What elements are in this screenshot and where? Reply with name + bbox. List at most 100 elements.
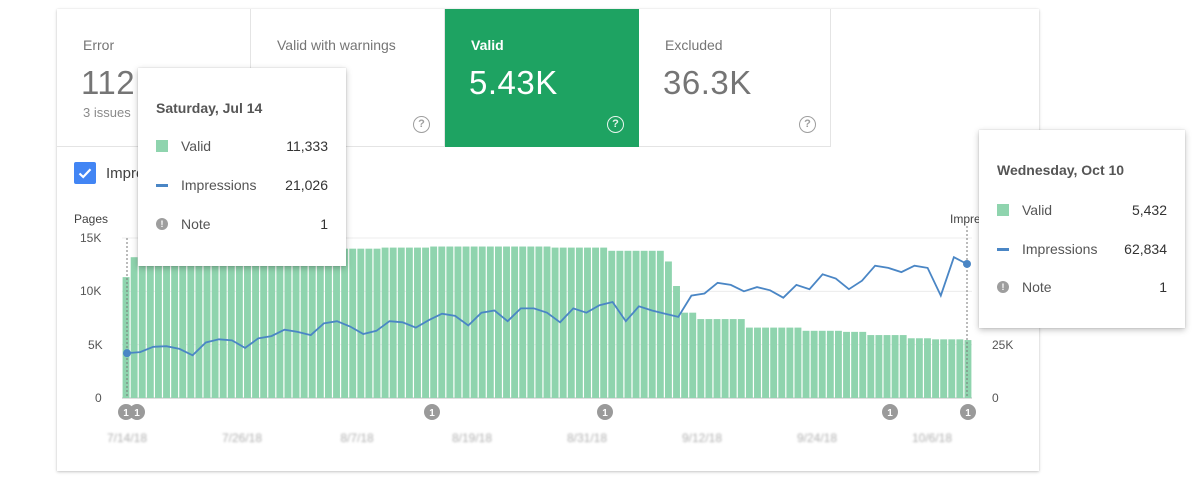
valid-bar: [486, 246, 494, 398]
valid-bar: [608, 250, 616, 398]
stat-value: 5.43K: [469, 64, 558, 101]
valid-bar: [843, 331, 850, 398]
y-tick: 10K: [80, 284, 102, 298]
impressions-swatch-icon: [156, 183, 168, 187]
valid-bar: [592, 247, 600, 398]
valid-bar: [235, 251, 243, 398]
help-icon[interactable]: ?: [799, 116, 816, 133]
note-marker-circle: [882, 404, 898, 420]
note-marker-label: 1: [134, 408, 140, 419]
valid-bar: [276, 250, 284, 398]
valid-bar: [211, 252, 219, 398]
valid-bar: [632, 250, 640, 398]
valid-bar: [527, 246, 535, 398]
valid-bar: [737, 319, 745, 398]
valid-bar: [324, 249, 332, 398]
tooltip-value: 62,834: [1124, 241, 1167, 257]
tooltip-label: Note: [1022, 279, 1052, 295]
valid-bar: [802, 330, 810, 398]
note-marker-label: 1: [429, 408, 435, 419]
valid-bar: [721, 319, 729, 398]
tooltip-oct-10: Wednesday, Oct 10 Valid 5,432 Impression…: [979, 130, 1185, 328]
valid-bar: [260, 251, 268, 398]
valid-bar: [470, 246, 478, 398]
valid-bar: [195, 254, 203, 398]
valid-bar: [818, 330, 826, 398]
valid-bar: [616, 250, 624, 398]
valid-bar: [891, 335, 899, 398]
valid-swatch-icon: [997, 204, 1009, 216]
note-marker-circle: [424, 404, 440, 420]
tooltip-label: Note: [181, 216, 211, 232]
valid-bar: [851, 331, 859, 398]
valid-bar: [624, 250, 632, 398]
valid-bar: [907, 338, 915, 398]
valid-bar: [664, 261, 672, 398]
valid-bar: [826, 330, 834, 398]
valid-bar: [794, 327, 802, 398]
note-marker-circle: [118, 404, 134, 420]
valid-bar: [535, 246, 543, 398]
valid-bar: [778, 327, 786, 398]
stat-label: Excluded: [665, 37, 723, 53]
y-tick: 15K: [80, 231, 102, 245]
valid-bar: [948, 339, 956, 398]
valid-bar: [414, 247, 421, 398]
valid-bar: [333, 249, 340, 398]
valid-bar: [405, 247, 413, 398]
valid-bar: [430, 246, 438, 398]
valid-bar: [462, 246, 470, 398]
tooltip-label: Valid: [181, 138, 212, 154]
valid-bar: [745, 327, 753, 398]
valid-bar: [867, 335, 875, 398]
tooltip-row-impressions: Impressions 21,026: [156, 175, 328, 195]
help-icon[interactable]: ?: [607, 116, 624, 133]
valid-bar: [438, 246, 446, 398]
tooltip-row-valid: Valid 5,432: [997, 200, 1167, 220]
valid-bar: [122, 277, 130, 398]
help-icon[interactable]: ?: [413, 116, 430, 133]
impressions-series-line: [126, 255, 968, 357]
valid-bar: [834, 330, 842, 398]
stat-card-excluded[interactable]: Excluded 36.3K ?: [639, 9, 831, 147]
x-tick-label: 7/14/18: [107, 431, 147, 445]
valid-bar: [203, 254, 211, 398]
note-marker-label: 1: [123, 408, 129, 419]
stat-label: Valid: [471, 37, 504, 53]
valid-swatch-icon: [156, 140, 168, 152]
tooltip-date: Wednesday, Oct 10: [997, 162, 1125, 178]
valid-bar: [713, 319, 721, 398]
tooltip-value: 5,432: [1131, 202, 1167, 218]
valid-bar: [454, 246, 462, 398]
valid-bar: [924, 338, 931, 398]
valid-bar: [365, 248, 373, 398]
stat-card-valid[interactable]: Valid 5.43K ?: [445, 9, 639, 147]
note-marker-label: 1: [887, 408, 893, 419]
note-marker-icon: 1: [424, 404, 440, 420]
valid-bar: [179, 255, 187, 398]
valid-bar: [543, 246, 551, 398]
valid-bar: [154, 255, 162, 398]
valid-bar: [146, 256, 154, 398]
tooltip-value: 21,026: [285, 177, 328, 193]
valid-bar: [292, 250, 300, 398]
valid-bar: [138, 256, 146, 398]
x-tick-label: 8/7/18: [340, 431, 374, 445]
valid-bar: [381, 247, 389, 398]
valid-bar: [575, 247, 583, 398]
note-icon: !: [156, 218, 168, 230]
y2-tick: 25K: [992, 338, 1014, 352]
impressions-swatch-icon: [997, 247, 1009, 251]
tooltip-row-note: ! Note 1: [156, 214, 328, 234]
valid-bar: [511, 246, 519, 398]
valid-bar: [349, 248, 357, 398]
valid-bar: [389, 247, 397, 398]
valid-bar: [357, 248, 365, 398]
checkbox-checked-icon[interactable]: [74, 162, 96, 184]
valid-bar: [252, 251, 260, 398]
tooltip-row-note: ! Note 1: [997, 277, 1167, 297]
tooltip-jul-14: Saturday, Jul 14 Valid 11,333 Impression…: [138, 68, 346, 266]
x-tick-label: 9/12/18: [682, 431, 722, 445]
valid-bar: [584, 247, 591, 398]
valid-bar: [187, 254, 195, 398]
